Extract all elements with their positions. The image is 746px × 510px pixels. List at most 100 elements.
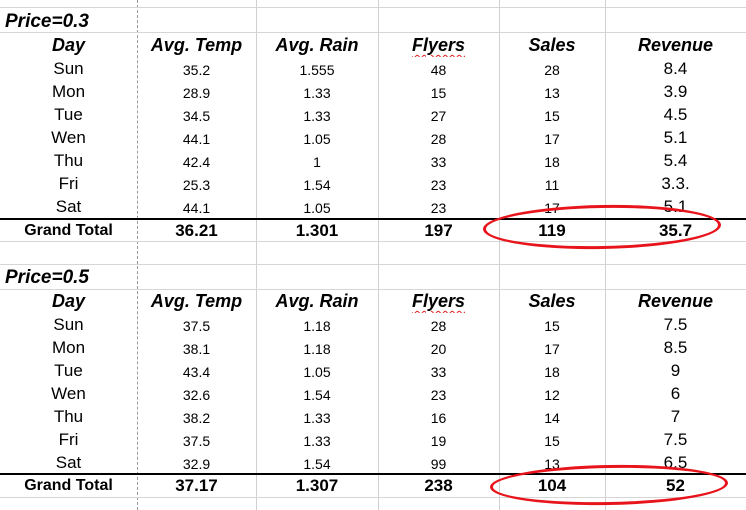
header-day[interactable]: Day [51, 291, 86, 311]
total-avg-rain[interactable]: 1.301 [295, 221, 339, 240]
cell-day[interactable]: Fri [58, 430, 79, 449]
header-avg-rain[interactable]: Avg. Rain [275, 35, 359, 55]
cell-revenue[interactable]: 7.5 [663, 315, 688, 334]
cell-sales[interactable]: 17 [544, 131, 560, 147]
cell-flyers[interactable]: 27 [430, 108, 447, 124]
total-revenue[interactable]: 52 [666, 476, 685, 495]
cell-avg-temp[interactable]: 42.4 [182, 154, 211, 170]
cell-avg-temp[interactable]: 37.5 [182, 433, 211, 449]
cell-revenue[interactable]: 5.1 [663, 128, 688, 147]
total-flyers[interactable]: 238 [424, 476, 453, 495]
cell-sales[interactable]: 18 [544, 154, 560, 170]
cell-revenue[interactable]: 6 [670, 384, 681, 403]
header-flyers[interactable]: Flyers [378, 290, 499, 313]
header-flyers[interactable]: Flyers [378, 34, 499, 57]
cell-avg-temp[interactable]: 35.2 [182, 62, 211, 78]
cell-day[interactable]: Sat [55, 453, 82, 472]
cell-sales[interactable]: 28 [544, 62, 560, 78]
cell-avg-rain[interactable]: 1.05 [303, 131, 331, 147]
cell-avg-temp[interactable]: 25.3 [182, 177, 211, 193]
header-avg-rain[interactable]: Avg. Rain [275, 291, 359, 311]
grand-total-label[interactable]: Grand Total [24, 477, 113, 494]
cell-avg-rain[interactable]: 1.33 [303, 433, 331, 449]
cell-revenue[interactable]: 5.4 [663, 151, 688, 170]
cell-sales[interactable]: 12 [544, 387, 560, 403]
cell-avg-rain[interactable]: 1.05 [303, 200, 331, 216]
cell-sales[interactable]: 17 [544, 200, 560, 216]
cell-flyers[interactable]: 28 [430, 131, 447, 147]
total-sales[interactable]: 104 [537, 476, 567, 495]
cell-avg-temp[interactable]: 32.9 [182, 456, 211, 472]
cell-flyers[interactable]: 23 [430, 200, 447, 216]
total-revenue[interactable]: 35.7 [658, 221, 693, 240]
cell-flyers[interactable]: 16 [430, 410, 447, 426]
cell-day[interactable]: Sun [53, 59, 84, 78]
cell-avg-temp[interactable]: 44.1 [182, 200, 211, 216]
cell-flyers[interactable]: 20 [430, 341, 447, 357]
total-avg-temp[interactable]: 37.17 [175, 476, 218, 495]
cell-avg-rain[interactable]: 1.18 [303, 318, 331, 334]
cell-flyers[interactable]: 99 [430, 456, 447, 472]
cell-sales[interactable]: 13 [544, 456, 560, 472]
header-revenue[interactable]: Revenue [637, 35, 714, 55]
cell-avg-temp[interactable]: 38.1 [182, 341, 211, 357]
cell-avg-rain[interactable]: 1.18 [303, 341, 331, 357]
cell-avg-rain[interactable]: 1.54 [303, 177, 331, 193]
header-avg-temp[interactable]: Avg. Temp [150, 291, 243, 311]
cell-avg-rain[interactable]: 1.05 [303, 364, 331, 380]
cell-avg-temp[interactable]: 38.2 [182, 410, 211, 426]
cell-flyers[interactable]: 23 [430, 387, 447, 403]
header-sales[interactable]: Sales [528, 35, 576, 55]
cell-day[interactable]: Fri [58, 174, 79, 193]
cell-sales[interactable]: 18 [544, 364, 560, 380]
cell-flyers[interactable]: 28 [430, 318, 447, 334]
cell-sales[interactable]: 14 [544, 410, 560, 426]
cell-avg-temp[interactable]: 28.9 [182, 85, 211, 101]
header-avg-temp[interactable]: Avg. Temp [150, 35, 243, 55]
cell-sales[interactable]: 15 [544, 108, 560, 124]
header-sales[interactable]: Sales [528, 291, 576, 311]
cell-flyers[interactable]: 48 [430, 62, 447, 78]
cell-day[interactable]: Wen [51, 128, 86, 147]
header-day[interactable]: Day [51, 35, 86, 55]
cell-revenue[interactable]: 7 [670, 407, 681, 426]
cell-avg-temp[interactable]: 37.5 [182, 318, 211, 334]
header-revenue[interactable]: Revenue [637, 291, 714, 311]
cell-day[interactable]: Wen [51, 384, 86, 403]
cell-day[interactable]: Mon [51, 82, 86, 101]
cell-flyers[interactable]: 19 [430, 433, 447, 449]
cell-avg-rain[interactable]: 1.33 [303, 108, 331, 124]
cell-day[interactable]: Thu [53, 407, 84, 426]
cell-revenue[interactable]: 9 [670, 361, 681, 380]
cell-avg-rain[interactable]: 1.555 [299, 62, 335, 78]
total-sales[interactable]: 119 [538, 221, 566, 240]
cell-revenue[interactable]: 4.5 [663, 105, 688, 124]
cell-flyers[interactable]: 33 [430, 364, 447, 380]
cell-flyers[interactable]: 23 [430, 177, 447, 193]
cell-avg-temp[interactable]: 34.5 [182, 108, 211, 124]
cell-flyers[interactable]: 15 [430, 85, 447, 101]
cell-avg-rain[interactable]: 1 [313, 154, 321, 170]
cell-flyers[interactable]: 33 [430, 154, 447, 170]
cell-revenue[interactable]: 7.5 [663, 430, 688, 449]
cell-revenue[interactable]: 3.3. [661, 174, 690, 193]
cell-avg-rain[interactable]: 1.33 [303, 85, 331, 101]
cell-sales[interactable]: 15 [544, 318, 560, 334]
grand-total-label[interactable]: Grand Total [24, 222, 113, 239]
cell-avg-temp[interactable]: 44.1 [182, 131, 211, 147]
cell-day[interactable]: Sun [53, 315, 84, 334]
cell-avg-rain[interactable]: 1.54 [303, 387, 331, 403]
cell-revenue[interactable]: 6.5 [663, 453, 688, 472]
cell-sales[interactable]: 17 [544, 341, 560, 357]
cell-revenue[interactable]: 5.1 [663, 197, 688, 216]
cell-day[interactable]: Mon [51, 338, 86, 357]
cell-revenue[interactable]: 8.4 [663, 59, 688, 78]
cell-sales[interactable]: 11 [544, 177, 560, 193]
cell-revenue[interactable]: 8.5 [663, 338, 688, 357]
cell-day[interactable]: Tue [54, 105, 83, 124]
cell-sales[interactable]: 15 [544, 433, 560, 449]
cell-avg-temp[interactable]: 32.6 [182, 387, 211, 403]
cell-sales[interactable]: 13 [544, 85, 560, 101]
total-avg-temp[interactable]: 36.21 [175, 221, 218, 240]
cell-avg-rain[interactable]: 1.33 [303, 410, 331, 426]
